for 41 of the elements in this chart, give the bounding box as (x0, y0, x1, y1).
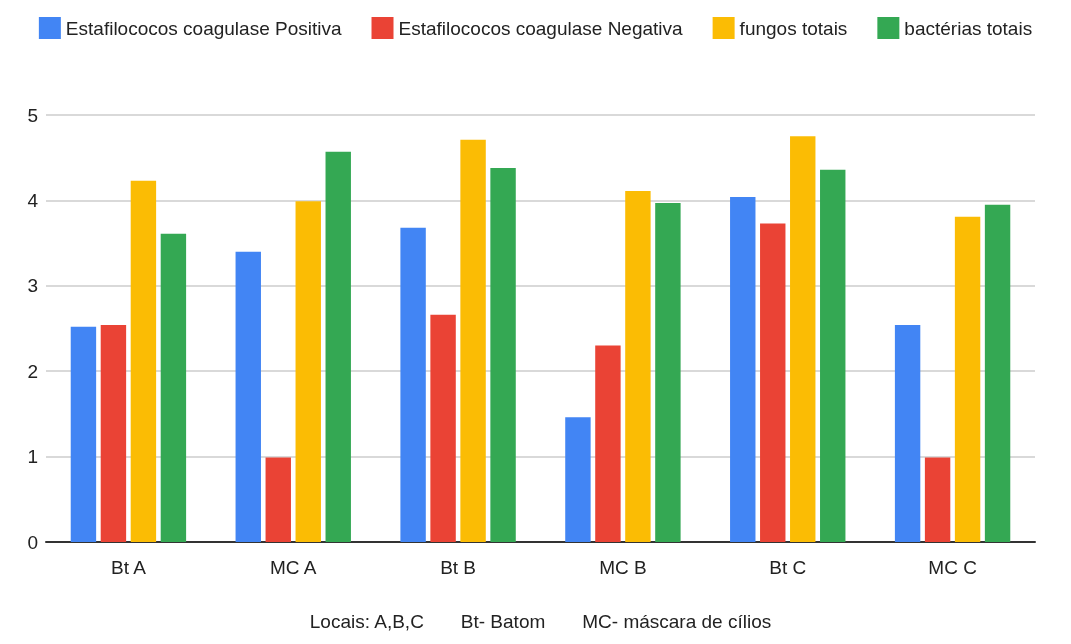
bar (760, 223, 786, 542)
x-axis-title: Locais: A,B,C Bt- Batom MC- máscara de cílios (309, 611, 772, 632)
bar (265, 457, 291, 542)
bar (625, 191, 651, 542)
y-tick-label: 4 (27, 189, 39, 211)
y-tick-label: 0 (27, 531, 38, 553)
bar (820, 169, 846, 542)
bar (655, 202, 681, 542)
y-tick-label: 3 (27, 275, 38, 297)
bar (295, 201, 321, 542)
bar (160, 233, 187, 542)
x-tick-label: Bt A (110, 557, 147, 578)
bar (490, 167, 516, 542)
legend-label: Estafilococos coagulase Negativa (398, 17, 684, 39)
bar (894, 325, 921, 542)
y-tick-label: 1 (27, 446, 38, 468)
bar (430, 314, 456, 542)
bar (954, 216, 981, 542)
bar (730, 196, 756, 542)
bar (70, 326, 97, 542)
bar (100, 325, 127, 542)
bar (130, 180, 157, 542)
x-tick-label: Bt C (769, 557, 807, 578)
x-tick-label: MC C (928, 557, 977, 578)
x-tick-label: Bt B (440, 557, 477, 578)
bar (400, 227, 426, 542)
y-tick-label: 5 (27, 104, 38, 126)
bar (984, 204, 1011, 542)
bar (924, 457, 951, 542)
bar (565, 417, 591, 542)
bar (235, 251, 261, 542)
y-tick-label: 2 (27, 360, 38, 382)
bar (790, 136, 816, 542)
bar (325, 151, 351, 542)
legend-label: bactérias totais (904, 17, 1033, 39)
x-tick-label: MC A (270, 557, 317, 578)
legend-label: Estafilococos coagulase Positiva (65, 17, 342, 39)
x-tick-label: MC B (599, 557, 647, 578)
bar (595, 345, 621, 542)
legend-label: fungos totais (739, 17, 848, 39)
bar (460, 139, 486, 542)
